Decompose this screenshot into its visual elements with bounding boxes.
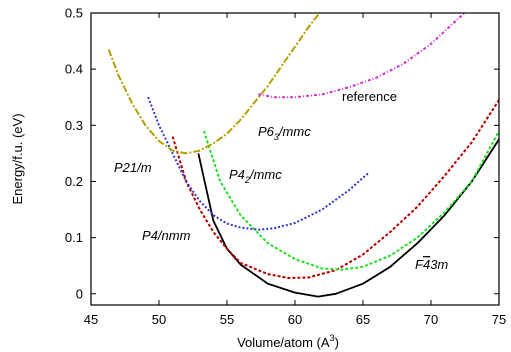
label-f-43m: F43m [415, 257, 448, 272]
label-p4-nmm: P4/nmm [142, 228, 191, 243]
y-axis-ticks: 0 0.1 0.2 0.3 0.4 0.5 [65, 6, 499, 301]
label-reference: reference [342, 89, 397, 104]
label-p63-mmc: P63/mmc [258, 124, 311, 142]
x-tick-label: 55 [220, 312, 234, 327]
y-tick-label: 0.3 [65, 118, 83, 133]
x-axis-title: Volume/atom (A3) [237, 333, 339, 350]
series-line-p4-nmm [171, 99, 499, 279]
series-layer [107, 13, 499, 298]
x-tick-label: 75 [492, 312, 506, 327]
x-tick-label: 50 [152, 312, 166, 327]
y-tick-label: 0.5 [65, 6, 83, 21]
x-tick-label: 65 [356, 312, 370, 327]
label-p21-m: P21/m [114, 160, 152, 175]
y-tick-label: 0.2 [65, 174, 83, 189]
y-tick-label: 0.4 [65, 62, 83, 77]
x-tick-label: 45 [84, 312, 98, 327]
x-axis-ticks: 45 50 55 60 65 70 75 [84, 13, 506, 327]
series-line-p4-2-mmc [202, 130, 499, 271]
series-line-f-43m [197, 138, 499, 298]
series-line-p21-m [147, 96, 370, 231]
x-tick-label: 60 [288, 312, 302, 327]
series-line-reference [258, 13, 466, 99]
y-tick-label: 0 [76, 286, 83, 301]
x-tick-label: 70 [424, 312, 438, 327]
y-axis-title: Energy/f.u. (eV) [10, 113, 25, 204]
label-p42-mmc: P42/mmc [229, 167, 282, 185]
series-line-p6-3-mmc [107, 13, 321, 155]
y-tick-label: 0.1 [65, 230, 83, 245]
